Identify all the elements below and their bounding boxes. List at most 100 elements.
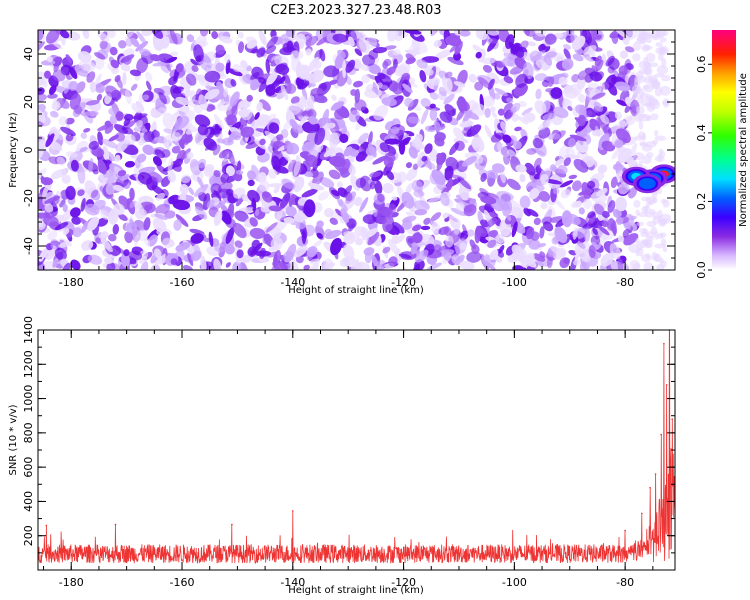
- spectrogram-cell: [534, 73, 548, 82]
- spectrogram-x-tick-label: -100: [502, 276, 527, 289]
- spectrogram-cell: [52, 194, 60, 205]
- spectrogram-cell: [413, 200, 430, 212]
- spectrogram-cell: [118, 213, 128, 222]
- spectrogram-cell: [391, 126, 400, 135]
- spectrogram-cell: [543, 54, 553, 66]
- spectrogram-cell: [563, 85, 573, 94]
- spectrogram-feature: [642, 180, 653, 188]
- spectrogram-cell: [513, 140, 522, 150]
- spectrogram-cell: [133, 234, 139, 247]
- spectrogram-cell: [434, 49, 452, 60]
- spectrogram-cell: [80, 132, 88, 139]
- spectrogram-cell: [301, 188, 318, 198]
- spectrogram-cell: [381, 97, 397, 107]
- spectrogram-cell: [384, 152, 396, 162]
- spectrogram-cell: [124, 160, 136, 168]
- spectrogram-cell: [239, 99, 251, 109]
- spectrogram-cell: [79, 146, 88, 153]
- spectrogram-cell: [168, 76, 178, 86]
- spectrogram-cell: [535, 88, 542, 100]
- spectrogram-cell: [578, 189, 593, 196]
- spectrogram-cell: [433, 39, 442, 48]
- spectrogram-cell: [348, 148, 359, 157]
- spectrogram-cell: [595, 59, 604, 72]
- spectrogram-cell: [398, 136, 411, 148]
- spectrogram-cell: [199, 30, 209, 37]
- spectrogram-cell: [407, 116, 421, 124]
- spectrogram-cell: [414, 249, 429, 263]
- spectrogram-cell: [645, 211, 654, 218]
- spectrogram-cell: [457, 176, 472, 190]
- spectrogram-cell: [68, 66, 78, 79]
- spectrogram-cell: [449, 42, 460, 53]
- spectrogram-cell: [596, 34, 602, 40]
- spectrogram-cell: [579, 261, 587, 270]
- spectrogram-cell: [511, 113, 520, 122]
- spectrogram-cell: [387, 30, 400, 42]
- spectrogram-cell: [219, 35, 233, 44]
- spectrogram-cell: [100, 209, 110, 220]
- spectrogram-cell: [225, 165, 235, 177]
- spectrogram-cell: [337, 49, 346, 59]
- spectrogram-cell: [510, 102, 521, 113]
- spectrogram-cell: [47, 93, 58, 99]
- spectrogram-cell: [313, 68, 320, 76]
- spectrogram-cell: [81, 221, 89, 234]
- spectrogram-cell: [274, 262, 289, 270]
- spectrogram-cell: [657, 52, 664, 61]
- spectrogram-cell: [616, 198, 628, 210]
- spectrogram-cell: [501, 57, 516, 67]
- spectrogram-cell: [402, 83, 413, 94]
- spectrogram-cell: [364, 252, 372, 264]
- spectrogram-cell: [169, 30, 178, 45]
- spectrogram-cell: [609, 123, 620, 134]
- spectrogram-cell: [486, 217, 498, 227]
- spectrogram-cell: [247, 189, 261, 203]
- spectrogram-cell: [226, 68, 243, 77]
- spectrogram-cell: [308, 182, 325, 191]
- spectrogram-cell: [112, 203, 125, 216]
- spectrogram-cell: [587, 82, 602, 95]
- spectrogram-cell: [269, 67, 277, 74]
- spectrogram-cell: [659, 85, 671, 96]
- snr-x-tick-label: -80: [616, 576, 634, 589]
- spectrogram-cell: [250, 71, 260, 80]
- spectrogram-cell: [251, 239, 260, 249]
- spectrogram-cell: [615, 128, 631, 144]
- spectrogram-cell: [114, 132, 126, 142]
- spectrogram-cell: [433, 244, 442, 253]
- spectrogram-cell: [105, 183, 115, 195]
- spectrogram-cell: [600, 114, 610, 125]
- spectrogram-cell: [526, 208, 539, 217]
- spectrogram-cell: [268, 205, 282, 212]
- spectrogram-cell: [478, 77, 491, 89]
- spectrogram-cell: [384, 138, 400, 145]
- spectrogram-x-axis-label: Height of straight line (km): [288, 285, 424, 296]
- spectrogram-cell: [295, 222, 307, 230]
- spectrogram-cell: [515, 73, 528, 88]
- spectrogram-cell: [311, 93, 328, 104]
- spectrogram-cell: [504, 109, 513, 120]
- snr-x-ticks: -180 -160 -140 -120 -100 -80: [43, 330, 654, 589]
- snr-data-point: [292, 510, 294, 512]
- spectrogram-cell: [654, 86, 663, 97]
- spectrogram-cell: [540, 43, 546, 51]
- spectrogram-cell: [450, 207, 467, 217]
- spectrogram-cell: [167, 170, 176, 183]
- spectrogram-cell: [419, 70, 427, 83]
- spectrogram-cell: [614, 111, 622, 120]
- spectrogram-cell: [91, 147, 105, 158]
- spectrogram-cell: [355, 237, 363, 246]
- spectrogram-cell: [204, 70, 221, 83]
- spectrogram-cell: [227, 202, 235, 217]
- spectrogram-cell: [216, 81, 223, 90]
- spectrogram-cell: [500, 121, 507, 131]
- spectrogram-cell: [213, 258, 222, 270]
- spectrogram-x-tick-label: -180: [59, 276, 84, 289]
- spectrogram-cell: [534, 100, 547, 115]
- spectrogram-cell: [258, 180, 270, 192]
- spectrogram-cell: [388, 256, 398, 267]
- spectrogram-x-tick-label: -140: [280, 276, 305, 289]
- spectrogram-cell: [630, 142, 638, 156]
- spectrogram-cell: [362, 54, 375, 66]
